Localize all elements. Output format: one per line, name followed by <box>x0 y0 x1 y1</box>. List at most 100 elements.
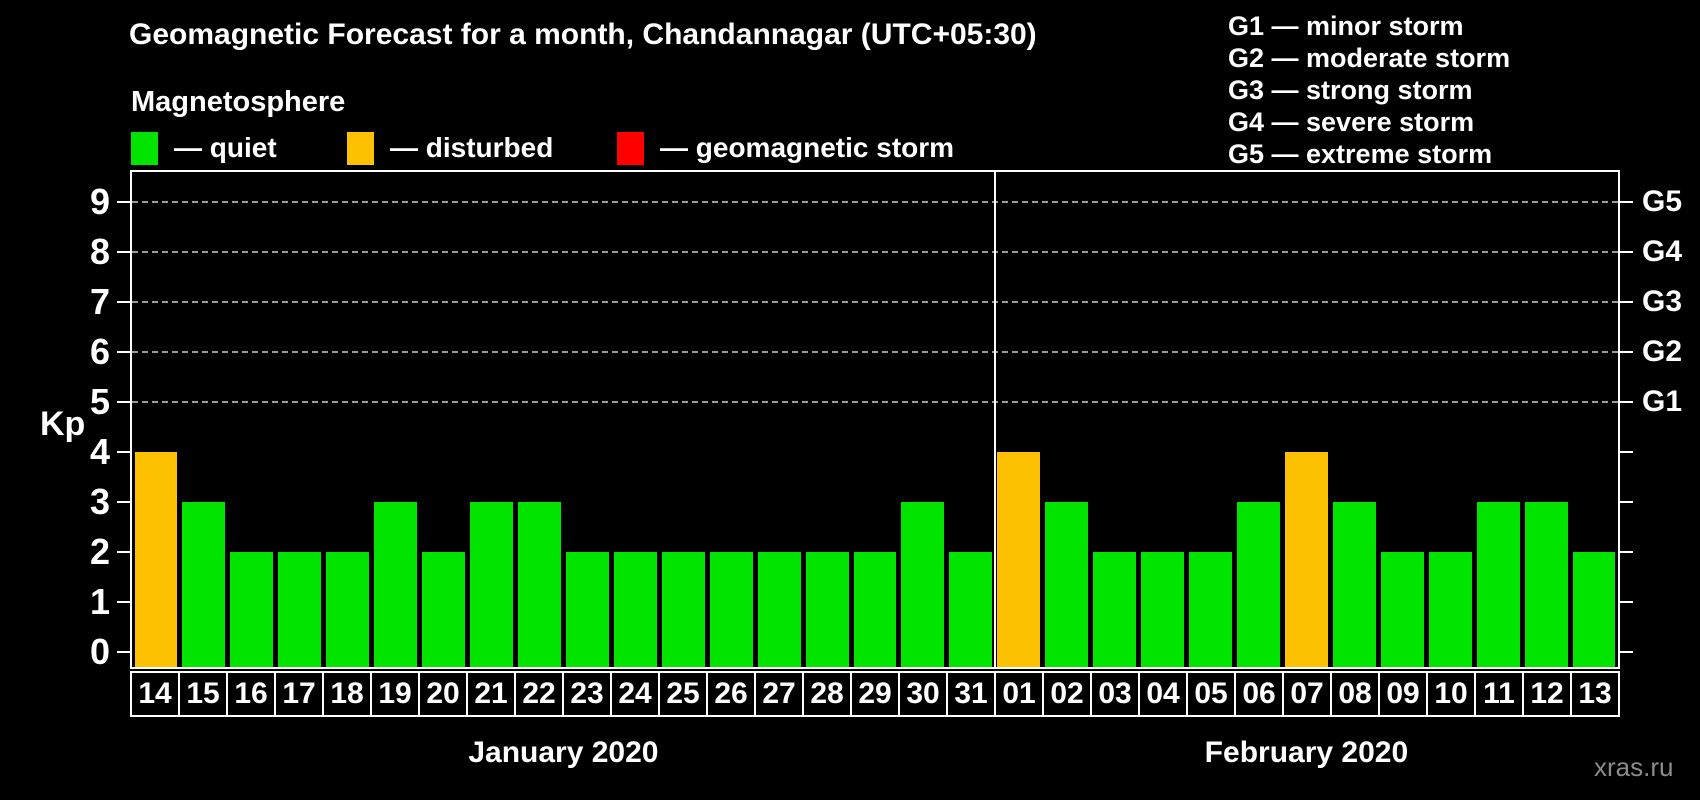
kp-bar-day-24 <box>613 552 657 667</box>
g-label-G4: G4 <box>1642 235 1683 268</box>
date-cell-04: 04 <box>1140 673 1188 715</box>
kp-bar-day-13 <box>1572 552 1616 667</box>
date-cell-31: 31 <box>948 673 996 715</box>
date-cell-03: 03 <box>1092 673 1140 715</box>
watermark: xras.ru <box>1594 752 1674 782</box>
y-axis-tick-5 <box>117 401 130 403</box>
date-cell-05: 05 <box>1188 673 1236 715</box>
kp-bar-day-09 <box>1380 552 1424 667</box>
kp-bar-day-07 <box>1284 452 1328 667</box>
date-cell-17: 17 <box>276 673 324 715</box>
y-axis-tick-0 <box>117 651 130 653</box>
month-caption: February 2020 <box>1204 736 1409 769</box>
date-cell-01: 01 <box>996 673 1044 715</box>
y-tick-label-8: 8 <box>89 231 110 272</box>
y-axis-tick-2 <box>117 551 130 553</box>
y-axis-tick-3 <box>117 501 130 503</box>
y-axis-tick-1 <box>117 601 130 603</box>
chart-title: Geomagnetic Forecast for a month, Chanda… <box>129 18 1037 51</box>
date-cell-14: 14 <box>132 673 180 715</box>
y-tick-label-6: 6 <box>89 331 110 372</box>
kp-bar-day-08 <box>1332 502 1376 667</box>
gridline-kp5 <box>132 401 1618 403</box>
right-axis-tick-4 <box>1620 451 1633 453</box>
legend-label: — quiet <box>174 132 277 163</box>
kp-bar-day-01 <box>997 452 1041 667</box>
kp-bar-day-30 <box>901 502 945 667</box>
kp-bar-day-16 <box>230 552 274 667</box>
kp-bar-day-05 <box>1189 552 1232 667</box>
y-tick-label-5: 5 <box>89 381 110 422</box>
g-scale-legend-line: G3 — strong storm <box>1228 75 1473 105</box>
right-axis-tick-3 <box>1620 501 1633 503</box>
date-cell-12: 12 <box>1524 673 1572 715</box>
date-cell-25: 25 <box>660 673 708 715</box>
date-cell-15: 15 <box>180 673 228 715</box>
right-axis-tick-2 <box>1620 551 1633 553</box>
right-axis-tick-0 <box>1620 651 1633 653</box>
date-cell-18: 18 <box>324 673 372 715</box>
legend-item-storm: — geomagnetic storm <box>617 130 954 166</box>
kp-bar-day-17 <box>278 552 322 667</box>
legend-item-disturbed: — disturbed <box>347 130 553 166</box>
legend-label: — geomagnetic storm <box>660 132 955 163</box>
y-tick-label-1: 1 <box>89 581 110 622</box>
plot-area <box>130 170 1620 669</box>
g-scale-legend: G1 — minor storm G2 — moderate storm G3 — … <box>1228 10 1510 170</box>
y-tick-label-7: 7 <box>89 281 110 322</box>
y-axis-tick-4 <box>117 451 130 453</box>
date-cell-06: 06 <box>1236 673 1284 715</box>
y-axis-label: Kp <box>40 405 86 443</box>
kp-bar-day-23 <box>565 552 609 667</box>
g-scale-legend-line: G1 — minor storm <box>1228 11 1464 41</box>
date-cell-11: 11 <box>1476 673 1524 715</box>
month-caption: January 2020 <box>468 736 659 769</box>
right-axis-tick-7 <box>1620 301 1633 303</box>
gridline-kp6 <box>132 351 1618 353</box>
kp-bar-day-14 <box>134 452 178 667</box>
magnetosphere-heading: Magnetosphere <box>131 86 346 118</box>
right-axis-tick-8 <box>1620 251 1633 253</box>
g-label-G1: G1 <box>1642 385 1683 418</box>
right-axis-tick-9 <box>1620 201 1633 203</box>
gridline-kp9 <box>132 201 1618 203</box>
disturbed-swatch <box>347 131 374 165</box>
g-scale-legend-line: G2 — moderate storm <box>1228 43 1511 73</box>
y-axis-tick-9 <box>117 201 130 203</box>
g-label-G2: G2 <box>1642 335 1683 368</box>
date-cell-29: 29 <box>852 673 900 715</box>
date-cell-23: 23 <box>564 673 612 715</box>
kp-bar-day-26 <box>709 552 753 667</box>
date-cell-19: 19 <box>372 673 420 715</box>
y-tick-label-3: 3 <box>89 481 110 522</box>
date-axis: 14 15 16 17 18 19 20 21 22 23 24 25 26 27 28 29 30 31 01 02… <box>130 671 1620 717</box>
gridline-kp8 <box>132 251 1618 253</box>
date-cell-09: 09 <box>1380 673 1428 715</box>
date-cell-27: 27 <box>756 673 804 715</box>
kp-bar-day-21 <box>470 502 513 667</box>
y-tick-label-9: 9 <box>89 181 110 222</box>
date-cell-02: 02 <box>1044 673 1092 715</box>
kp-bar-day-02 <box>1045 502 1089 667</box>
kp-bar-day-31 <box>949 552 993 667</box>
kp-bar-day-11 <box>1476 502 1520 667</box>
kp-bar-day-28 <box>805 552 849 667</box>
date-cell-10: 10 <box>1428 673 1476 715</box>
kp-bar-day-29 <box>853 552 897 667</box>
storm-swatch <box>617 131 644 165</box>
legend-item-quiet: — quiet <box>131 130 277 166</box>
date-cell-30: 30 <box>900 673 948 715</box>
g-label-G5: G5 <box>1642 185 1683 218</box>
quiet-swatch <box>131 131 158 165</box>
kp-bar-day-22 <box>517 502 561 667</box>
date-cell-07: 07 <box>1284 673 1332 715</box>
kp-bar-day-20 <box>422 552 466 667</box>
kp-bar-day-04 <box>1141 552 1185 667</box>
y-tick-label-0: 0 <box>89 631 110 672</box>
kp-bar-day-19 <box>374 502 418 667</box>
date-cell-26: 26 <box>708 673 756 715</box>
kp-bar-day-12 <box>1524 502 1568 667</box>
kp-bar-day-06 <box>1237 502 1280 667</box>
date-cell-22: 22 <box>516 673 564 715</box>
